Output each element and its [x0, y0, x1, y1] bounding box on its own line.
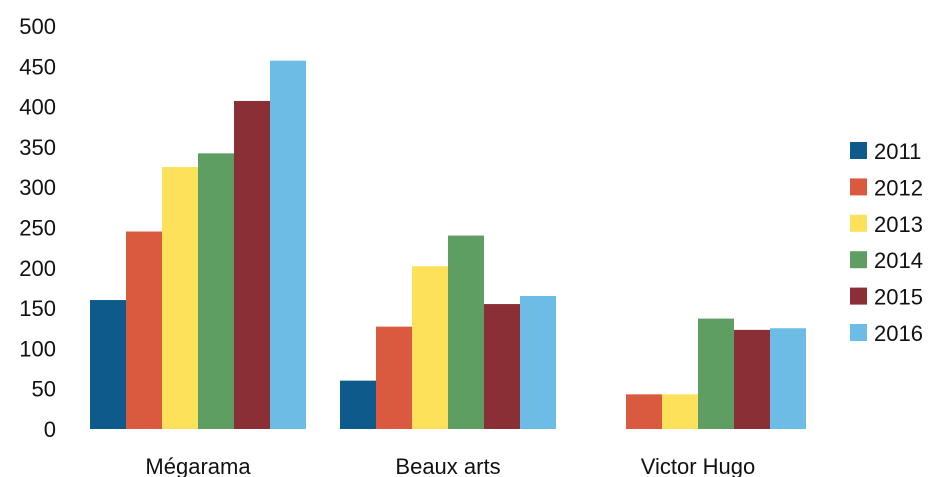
legend-swatch-2014: [850, 251, 867, 269]
bar-2011-0: [90, 300, 126, 429]
legend-label: 2013: [874, 212, 923, 237]
legend-label: 2012: [874, 175, 923, 200]
y-tick-label: 400: [19, 95, 56, 120]
y-tick-label: 50: [32, 377, 56, 402]
bar-2013-0: [162, 167, 198, 430]
bar-2014-1: [448, 235, 484, 429]
category-label: Victor Hugo: [641, 454, 756, 477]
bar-2015-2: [734, 329, 770, 429]
bar-2012-2: [626, 394, 662, 429]
y-tick-label: 300: [19, 175, 56, 200]
category-label: Mégarama: [145, 454, 251, 477]
y-tick-label: 350: [19, 135, 56, 160]
legend-label: 2016: [874, 321, 923, 346]
y-tick-label: 250: [19, 216, 56, 241]
legend-swatch-2016: [850, 324, 867, 341]
y-tick-label: 100: [19, 336, 56, 361]
legend-label: 2014: [874, 248, 923, 273]
bar-2014-2: [698, 318, 734, 429]
legend: 2011 2012 2013 2014 2015 2016: [850, 139, 923, 346]
legend-swatch-2011: [850, 142, 867, 159]
bar-2016-2: [770, 328, 806, 429]
y-tick-label: 200: [19, 256, 56, 281]
legend-label: 2011: [874, 139, 921, 164]
y-tick-label: 150: [19, 296, 56, 321]
legend-label: 2015: [874, 285, 923, 310]
bar-2016-0: [270, 60, 306, 430]
legend-swatch-2015: [850, 287, 867, 305]
bar-2016-1: [520, 296, 556, 429]
bar-2012-1: [376, 326, 412, 429]
bar-2015-0: [234, 100, 270, 429]
bar-2015-1: [484, 304, 520, 429]
y-axis: 0 50 100 150 200 250 300 350 400 450 500: [19, 14, 56, 442]
y-tick-label: 0: [44, 417, 56, 442]
bar-2014-0: [198, 153, 234, 429]
category-label: Beaux arts: [395, 454, 500, 477]
legend-swatch-2013: [850, 214, 867, 232]
x-axis: Mégarama Beaux arts Victor Hugo: [145, 454, 755, 477]
y-tick-label: 500: [19, 14, 56, 39]
bar-2011-1: [340, 380, 376, 429]
legend-swatch-2012: [850, 178, 867, 196]
bar-2012-0: [126, 231, 162, 429]
y-tick-label: 450: [19, 54, 56, 79]
bar-2013-1: [412, 266, 448, 429]
bars: [90, 60, 806, 430]
bar-2013-2: [662, 394, 698, 429]
